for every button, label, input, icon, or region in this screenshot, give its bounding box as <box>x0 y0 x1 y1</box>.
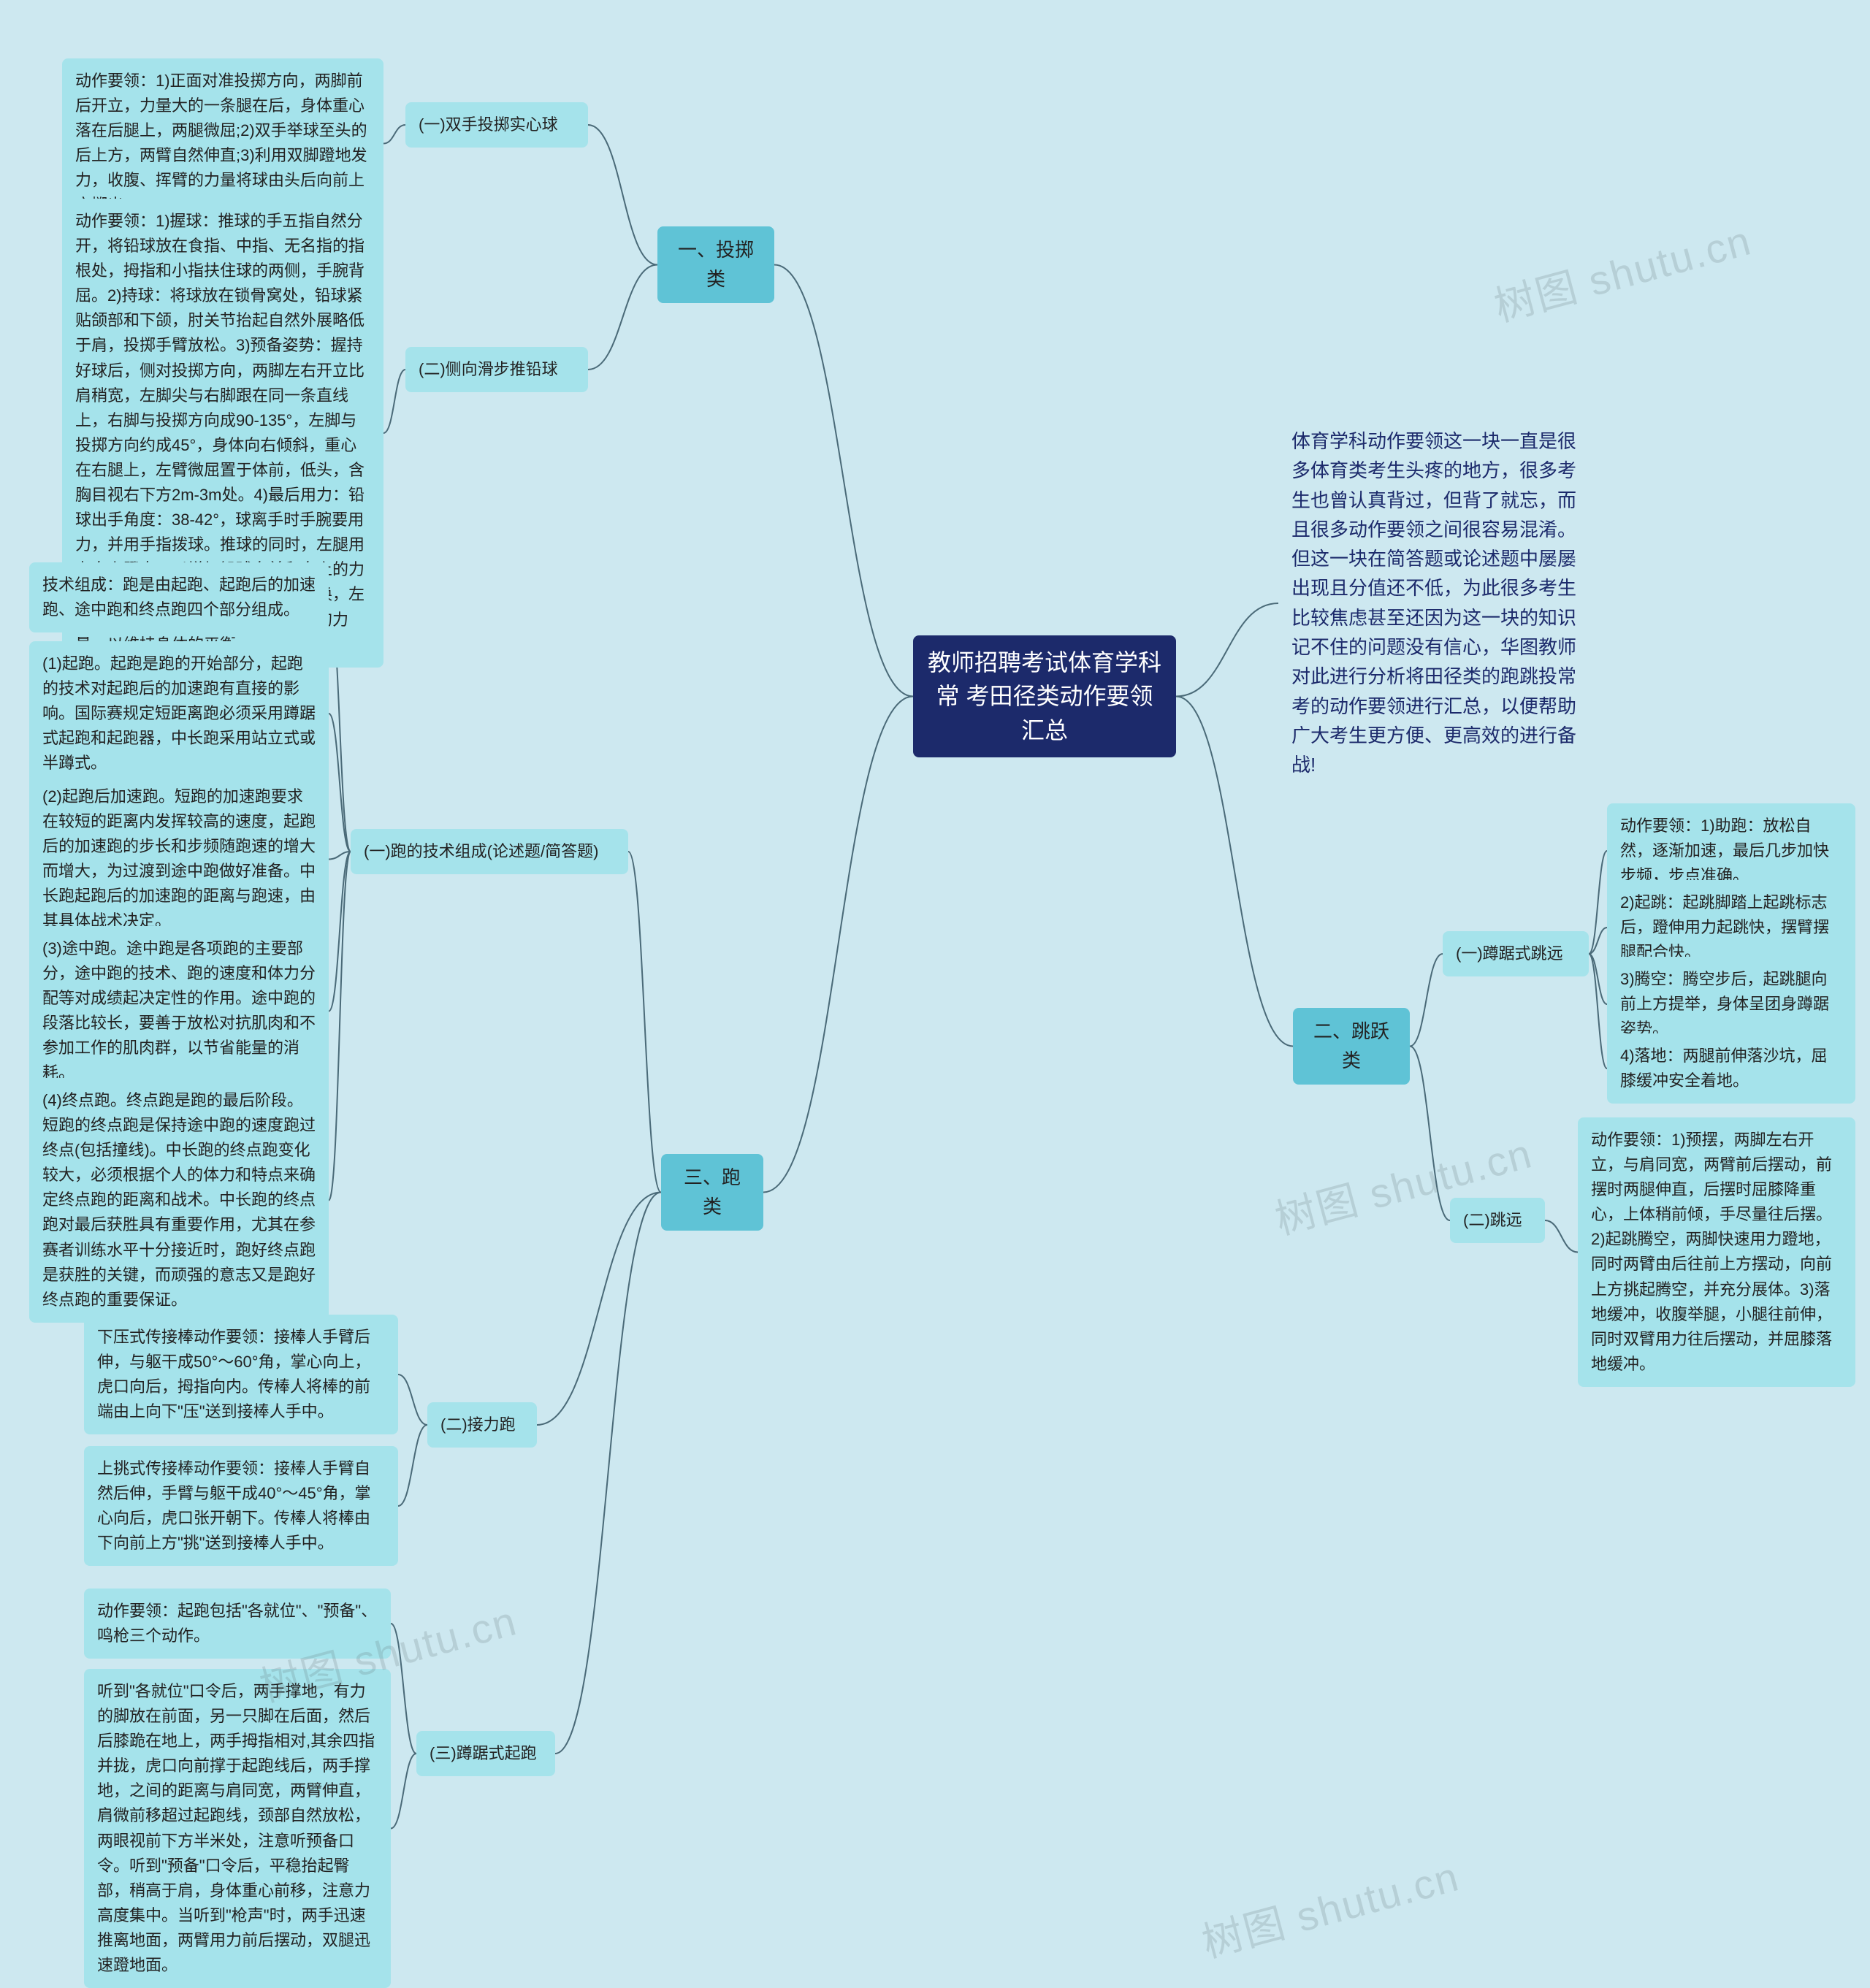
watermark: 树图 shutu.cn <box>1195 1844 1465 1970</box>
watermark: 树图 shutu.cn <box>1487 208 1758 334</box>
leaf-long-jump-desc: 动作要领：1)预摆，两脚左右开立，与肩同宽，两臂前后摆动，前摆时两腿伸直，后摆时… <box>1578 1117 1855 1387</box>
sub-long-jump: (二)跳远 <box>1450 1198 1545 1243</box>
sub-relay: (二)接力跑 <box>427 1402 537 1448</box>
sub-run-tech: (一)跑的技术组成(论述题/简答题) <box>351 829 628 874</box>
leaf-run-tech-0: 技术组成：跑是由起跑、起跑后的加速跑、途中跑和终点跑四个部分组成。 <box>29 562 329 632</box>
center-node: 教师招聘考试体育学科常 考田径类动作要领汇总 <box>913 635 1176 757</box>
leaf-relay-0: 下压式传接棒动作要领：接棒人手臂后伸，与躯干成50°～60°角，掌心向上，虎口向… <box>84 1315 398 1434</box>
leaf-crouch-start-0: 动作要领：起跑包括"各就位"、"预备"、鸣枪三个动作。 <box>84 1589 391 1659</box>
sub-crouch-start: (三)蹲踞式起跑 <box>416 1731 555 1776</box>
sub-shot-put: (二)侧向滑步推铅球 <box>405 347 588 392</box>
leaf-relay-1: 上挑式传接棒动作要领：接棒人手臂自然后伸，手臂与躯干成40°～45°角，掌心向后… <box>84 1446 398 1566</box>
category-jumping: 二、跳跃类 <box>1293 1008 1410 1085</box>
leaf-run-tech-3: (3)途中跑。途中跑是各项跑的主要部分，途中跑的技术、跑的速度和体力分配等对成绩… <box>29 926 329 1096</box>
category-throwing: 一、投掷类 <box>657 226 774 303</box>
leaf-run-tech-1: (1)起跑。起跑是跑的开始部分，起跑的技术对起跑后的加速跑有直接的影响。国际赛规… <box>29 641 329 786</box>
sub-crouch-long-jump: (一)蹲踞式跳远 <box>1443 931 1589 976</box>
sub-double-hand-throw: (一)双手投掷实心球 <box>405 102 588 148</box>
leaf-crouch-start-1: 听到"各就位"口令后，两手撑地，有力的脚放在前面，另一只脚在后面，然后后膝跪在地… <box>84 1669 391 1988</box>
leaf-run-tech-2: (2)起跑后加速跑。短跑的加速跑要求在较短的距离内发挥较高的速度，起跑后的加速跑… <box>29 774 329 944</box>
leaf-jump-step4: 4)落地：两腿前伸落沙坑，屈膝缓冲安全着地。 <box>1607 1033 1855 1104</box>
leaf-run-tech-4: (4)终点跑。终点跑是跑的最后阶段。短跑的终点跑是保持途中跑的速度跑过终点(包括… <box>29 1078 329 1323</box>
intro-text: 体育学科动作要领这一块一直是很多体育类考生头疼的地方，很多考生也曾认真背过，但背… <box>1278 416 1607 790</box>
category-running: 三、跑类 <box>661 1154 763 1231</box>
